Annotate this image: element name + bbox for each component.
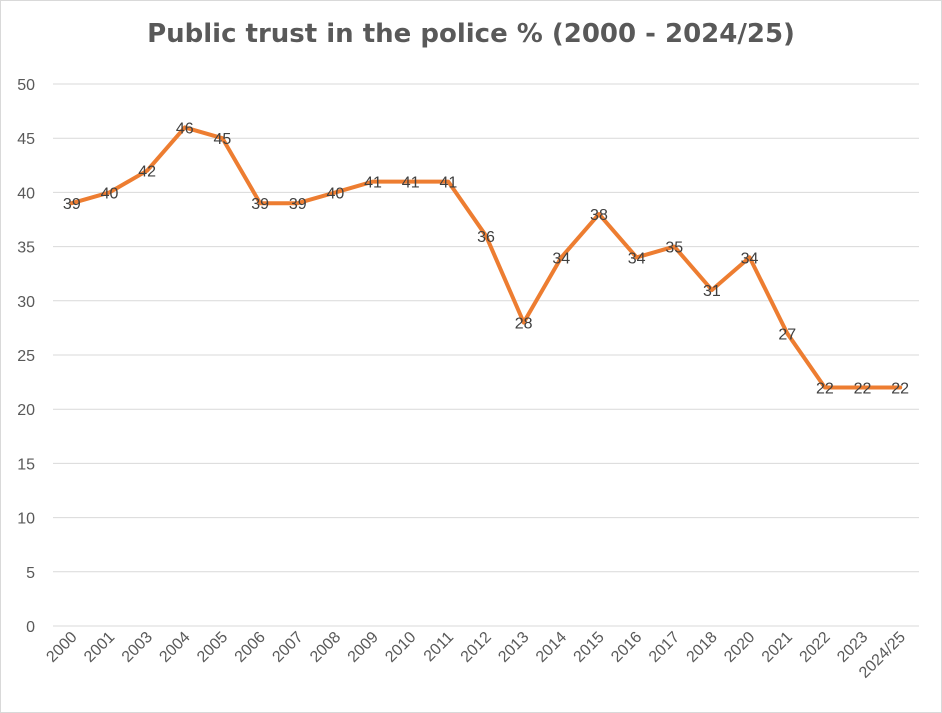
data-label: 46 [176,120,194,137]
y-tick-label: 30 [17,294,35,311]
data-label: 42 [138,164,156,181]
data-label: 22 [816,381,834,398]
data-label: 34 [741,250,759,267]
data-label: 28 [515,315,533,332]
x-tick-label: 2005 [194,629,231,666]
data-label: 39 [251,196,269,213]
x-tick-label: 2000 [43,629,80,666]
data-label: 22 [854,381,872,398]
data-label: 41 [402,175,420,192]
y-tick-label: 45 [17,131,35,148]
x-tick-label: 2014 [533,629,570,666]
data-label: 40 [101,185,119,202]
data-label: 31 [703,283,721,300]
y-tick-label: 5 [26,565,35,582]
data-label: 39 [63,196,81,213]
series-line [69,125,903,390]
x-tick-label: 2013 [495,629,532,666]
x-tick-label: 2021 [759,629,796,666]
data-label: 38 [590,207,608,224]
data-label: 39 [289,196,307,213]
x-tick-label: 2004 [156,629,193,666]
data-label: 45 [214,131,232,148]
x-tick-label: 2007 [269,629,306,666]
y-tick-label: 50 [17,77,35,94]
y-tick-label: 25 [17,348,35,365]
data-label: 41 [439,175,457,192]
x-tick-label: 2018 [684,629,721,666]
x-tick-label: 2009 [345,629,382,666]
x-tick-label: 2010 [382,629,419,666]
data-label: 34 [552,250,570,267]
y-tick-label: 10 [17,511,35,528]
data-label: 22 [891,381,909,398]
x-tick-label: 2022 [797,629,834,666]
x-tick-label: 2016 [608,629,645,666]
data-label: 36 [477,229,495,246]
data-label: 27 [778,326,796,343]
x-tick-label: 2003 [119,629,156,666]
x-tick-label: 2017 [646,629,683,666]
x-tick-label: 2008 [307,629,344,666]
y-tick-label: 35 [17,240,35,257]
data-label: 41 [364,175,382,192]
y-tick-label: 15 [17,456,35,473]
x-tick-label: 2001 [81,629,118,666]
y-tick-label: 0 [26,619,35,636]
x-tick-label: 2015 [571,629,608,666]
x-tick-label: 2012 [458,629,495,666]
y-tick-label: 20 [17,402,35,419]
chart-title: Public trust in the police % (2000 - 202… [147,19,795,49]
x-tick-label: 2006 [232,629,269,666]
y-tick-label: 40 [17,185,35,202]
x-tick-label: 2011 [421,629,457,665]
x-tick-label: 2020 [721,629,758,666]
data-label: 34 [628,250,646,267]
data-label: 40 [326,185,344,202]
data-label: 35 [665,240,683,257]
